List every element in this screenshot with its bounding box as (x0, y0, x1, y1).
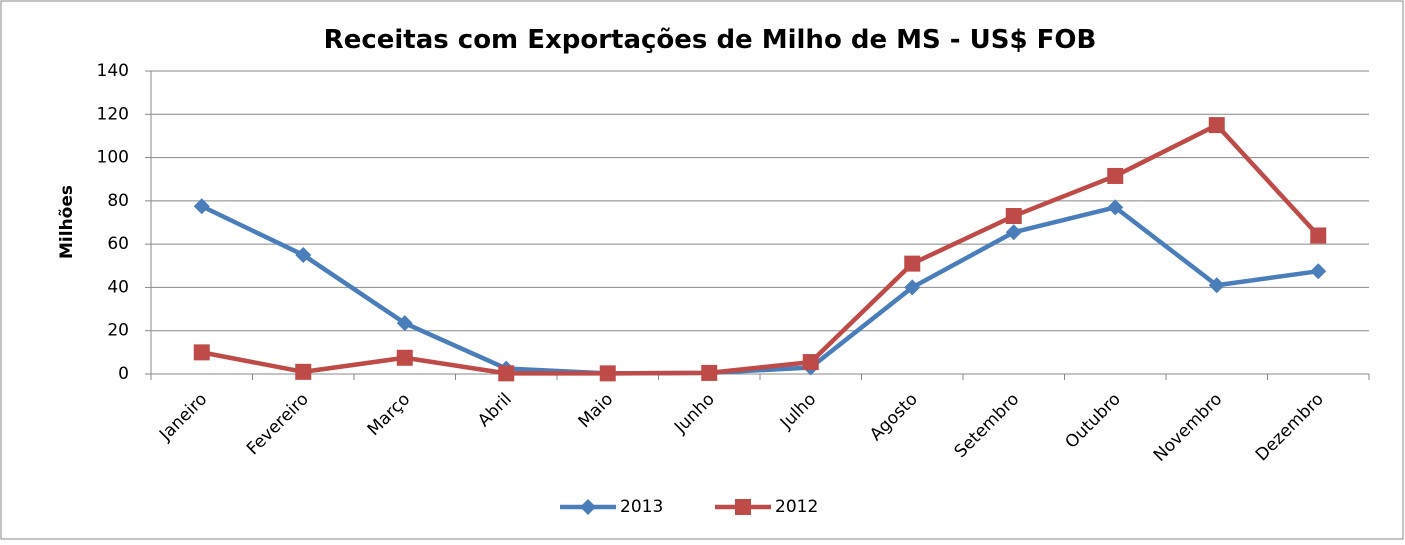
marker (295, 246, 312, 263)
marker (1005, 208, 1022, 225)
y-tick-label: 140 (97, 61, 129, 81)
y-tick-label: 100 (97, 148, 129, 168)
y-tick-label: 0 (118, 364, 129, 384)
legend-label: 2012 (775, 497, 818, 517)
marker (1107, 167, 1124, 184)
y-tick-label: 120 (97, 104, 129, 124)
y-tick-label: 80 (107, 191, 129, 211)
marker (295, 363, 312, 380)
marker (498, 365, 515, 382)
chart-title: Receitas com Exportações de Milho de MS … (324, 25, 1097, 55)
y-tick-label: 60 (107, 234, 129, 254)
marker (1208, 117, 1225, 134)
marker (396, 315, 413, 332)
line (200, 204, 1319, 376)
marker (396, 349, 413, 366)
y-axis-label: Milhões (57, 185, 77, 259)
marker (904, 255, 921, 272)
marker (1208, 277, 1225, 294)
y-tick-label: 20 (107, 321, 129, 341)
marker (735, 499, 751, 515)
marker (193, 344, 210, 361)
marker (904, 279, 921, 296)
marker (1107, 199, 1124, 216)
marker (701, 364, 718, 381)
marker (1005, 224, 1022, 241)
marker (1310, 227, 1327, 244)
legend-label: 2013 (620, 497, 663, 517)
y-tick-label: 40 (107, 277, 129, 297)
marker (580, 499, 596, 515)
marker (193, 198, 210, 215)
line (201, 122, 1320, 376)
marker (1310, 263, 1327, 280)
marker (599, 365, 616, 382)
marker (802, 354, 819, 371)
